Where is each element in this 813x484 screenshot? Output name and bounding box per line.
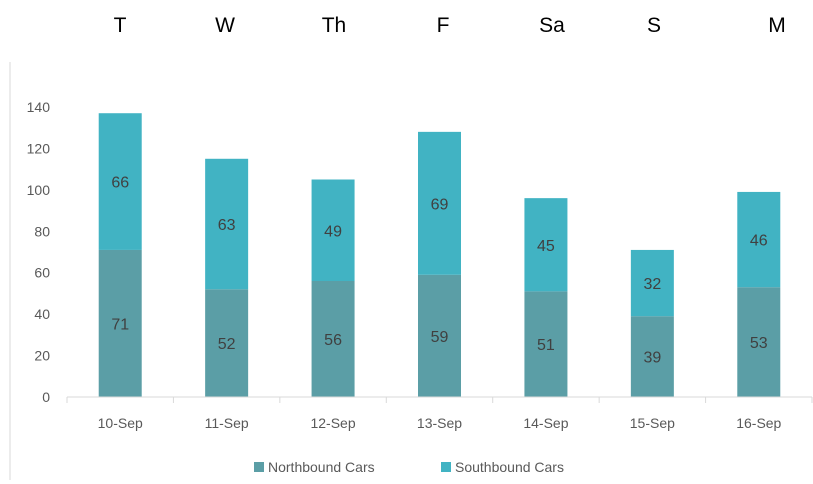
data-label: 71 bbox=[111, 316, 129, 333]
y-tick-label: 20 bbox=[34, 348, 50, 364]
x-axis: 10-Sep 11-Sep 12-Sep 13-Sep 14-Sep 15-Sep 16-S… bbox=[66, 396, 813, 431]
data-label: 69 bbox=[431, 196, 449, 213]
y-tick-label: 140 bbox=[27, 99, 51, 115]
weekday-row: T W Th F Sa S M bbox=[114, 14, 786, 37]
data-label: 39 bbox=[643, 350, 661, 367]
data-labels: 71 66 52 63 56 49 59 69 51 45 39 32 53 46 bbox=[111, 175, 767, 367]
legend-label: Northbound Cars bbox=[268, 459, 375, 475]
x-tick-label: 16-Sep bbox=[736, 415, 781, 431]
bar-segment-northbound bbox=[205, 289, 249, 397]
y-tick-label: 100 bbox=[27, 182, 51, 198]
bar-segment-southbound bbox=[98, 113, 142, 250]
data-label: 49 bbox=[324, 223, 342, 240]
bar-segment-southbound bbox=[311, 179, 355, 281]
data-label: 63 bbox=[218, 217, 236, 234]
weekday-label: M bbox=[768, 14, 786, 37]
legend-swatch bbox=[254, 462, 264, 472]
bar-segment-southbound bbox=[418, 131, 461, 275]
legend-swatch bbox=[441, 462, 451, 472]
data-label: 56 bbox=[324, 332, 342, 349]
legend: Northbound Cars Southbound Cars bbox=[254, 459, 564, 475]
data-label: 59 bbox=[431, 329, 449, 346]
y-tick-label: 0 bbox=[42, 389, 50, 405]
x-tick-label: 13-Sep bbox=[417, 415, 462, 431]
weekday-label: F bbox=[437, 14, 450, 37]
bar-segment-northbound bbox=[98, 249, 142, 397]
bar-segment-southbound bbox=[630, 249, 674, 317]
bars bbox=[98, 113, 781, 397]
weekday-label: Th bbox=[322, 14, 347, 37]
data-label: 53 bbox=[750, 335, 768, 352]
x-tick-label: 15-Sep bbox=[630, 415, 675, 431]
data-label: 66 bbox=[111, 175, 129, 192]
weekday-label: S bbox=[647, 14, 661, 37]
x-tick-label: 11-Sep bbox=[205, 415, 249, 431]
bar-segment-northbound bbox=[311, 281, 355, 397]
weekday-label: T bbox=[114, 14, 127, 37]
data-label: 46 bbox=[750, 233, 768, 250]
bar-segment-southbound bbox=[524, 198, 568, 292]
y-tick-label: 80 bbox=[34, 223, 50, 239]
bar-segment-northbound bbox=[524, 291, 568, 397]
bar-segment-southbound bbox=[737, 191, 781, 288]
y-axis: 0 20 40 60 80 100 120 140 bbox=[27, 99, 51, 405]
x-tick-label: 10-Sep bbox=[98, 415, 143, 431]
y-tick-label: 40 bbox=[34, 306, 50, 322]
bar-segment-northbound bbox=[737, 287, 781, 397]
y-tick-label: 60 bbox=[34, 265, 50, 281]
bar-segment-northbound bbox=[630, 316, 674, 397]
legend-label: Southbound Cars bbox=[455, 459, 564, 475]
bar-segment-northbound bbox=[418, 274, 461, 397]
x-tick-label: 12-Sep bbox=[310, 415, 355, 431]
data-label: 32 bbox=[643, 276, 661, 293]
bar-segment-southbound bbox=[205, 158, 249, 290]
data-label: 52 bbox=[218, 336, 236, 353]
data-label: 51 bbox=[537, 337, 555, 354]
weekday-label: W bbox=[215, 14, 235, 37]
weekday-label: Sa bbox=[539, 14, 565, 37]
y-tick-label: 120 bbox=[27, 140, 51, 156]
data-label: 45 bbox=[537, 238, 555, 255]
x-tick-label: 14-Sep bbox=[523, 415, 568, 431]
